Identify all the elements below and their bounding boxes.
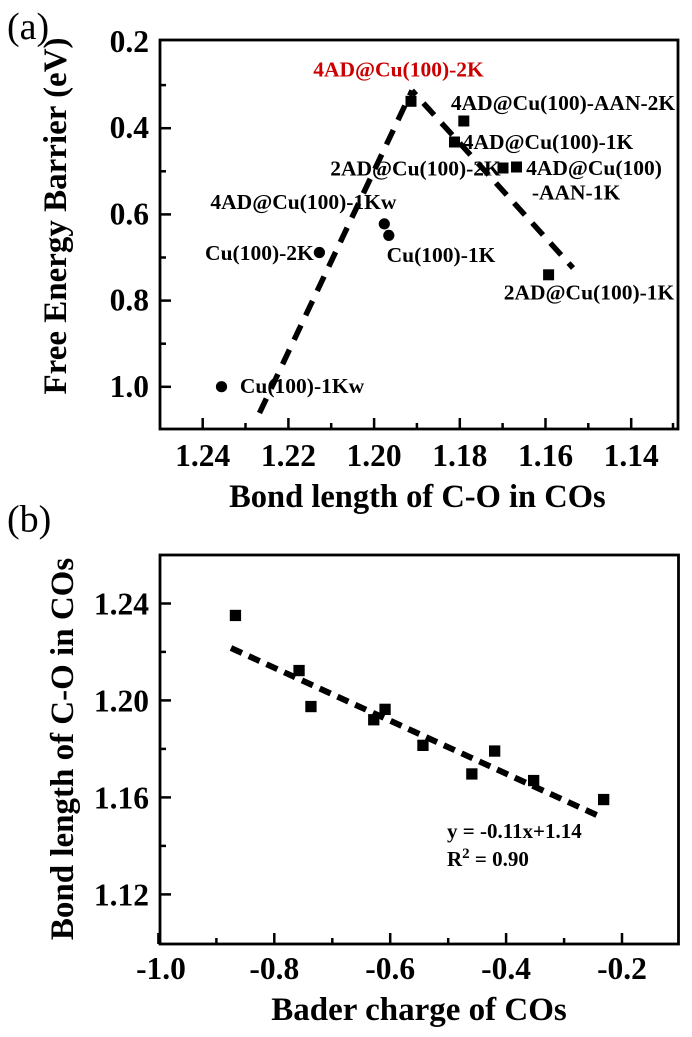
svg-text:1.16: 1.16: [94, 780, 149, 815]
svg-text:0.4: 0.4: [110, 110, 150, 145]
svg-text:1.16: 1.16: [518, 438, 573, 473]
svg-text:1.12: 1.12: [94, 877, 149, 912]
svg-text:Cu(100)-1Kw: Cu(100)-1Kw: [240, 374, 365, 398]
svg-text:1.22: 1.22: [261, 438, 316, 473]
svg-text:0.2: 0.2: [110, 24, 149, 59]
svg-text:Bond length of C-O in COs: Bond length of C-O in COs: [229, 479, 606, 515]
svg-text:4AD@Cu(100)-1K: 4AD@Cu(100)-1K: [463, 130, 634, 154]
svg-text:Cu(100)-2K: Cu(100)-2K: [205, 241, 314, 265]
svg-text:-0.2: -0.2: [597, 951, 647, 986]
svg-text:1.0: 1.0: [110, 369, 149, 404]
svg-text:(b): (b): [7, 499, 51, 541]
svg-text:Bond length of C-O in COs: Bond length of C-O in COs: [45, 558, 81, 940]
svg-text:0.6: 0.6: [110, 196, 149, 231]
svg-text:1.14: 1.14: [604, 438, 659, 473]
svg-text:4AD@Cu(100): 4AD@Cu(100): [526, 156, 662, 180]
svg-text:-0.8: -0.8: [249, 951, 299, 986]
svg-text:R2 = 0.90: R2 = 0.90: [447, 846, 529, 871]
svg-text:-1.0: -1.0: [136, 951, 186, 986]
svg-text:1.24: 1.24: [94, 587, 149, 622]
svg-text:1.18: 1.18: [432, 438, 487, 473]
svg-text:(a): (a): [7, 6, 49, 48]
svg-text:1.20: 1.20: [94, 683, 149, 718]
svg-text:2AD@Cu(100)-1K: 2AD@Cu(100)-1K: [504, 281, 675, 305]
svg-text:0.8: 0.8: [110, 283, 149, 318]
svg-text:Cu(100)-1K: Cu(100)-1K: [387, 243, 496, 267]
svg-text:1.24: 1.24: [175, 438, 230, 473]
svg-text:Free Energy Barrier (eV): Free Energy Barrier (eV): [38, 37, 74, 394]
svg-text:-0.6: -0.6: [365, 951, 415, 986]
svg-text:-0.4: -0.4: [481, 951, 531, 986]
svg-text:2AD@Cu(100)-2K: 2AD@Cu(100)-2K: [330, 157, 501, 181]
svg-text:-AAN-1K: -AAN-1K: [532, 181, 621, 205]
svg-text:4AD@Cu(100)-AAN-2K: 4AD@Cu(100)-AAN-2K: [451, 91, 676, 115]
svg-text:4AD@Cu(100)-1Kw: 4AD@Cu(100)-1Kw: [210, 190, 396, 214]
svg-text:Bader charge of COs: Bader charge of COs: [271, 992, 567, 1028]
svg-text:y = -0.11x+1.14: y = -0.11x+1.14: [447, 819, 582, 843]
svg-text:4AD@Cu(100)-2K: 4AD@Cu(100)-2K: [313, 58, 484, 82]
svg-text:1.20: 1.20: [347, 438, 402, 473]
